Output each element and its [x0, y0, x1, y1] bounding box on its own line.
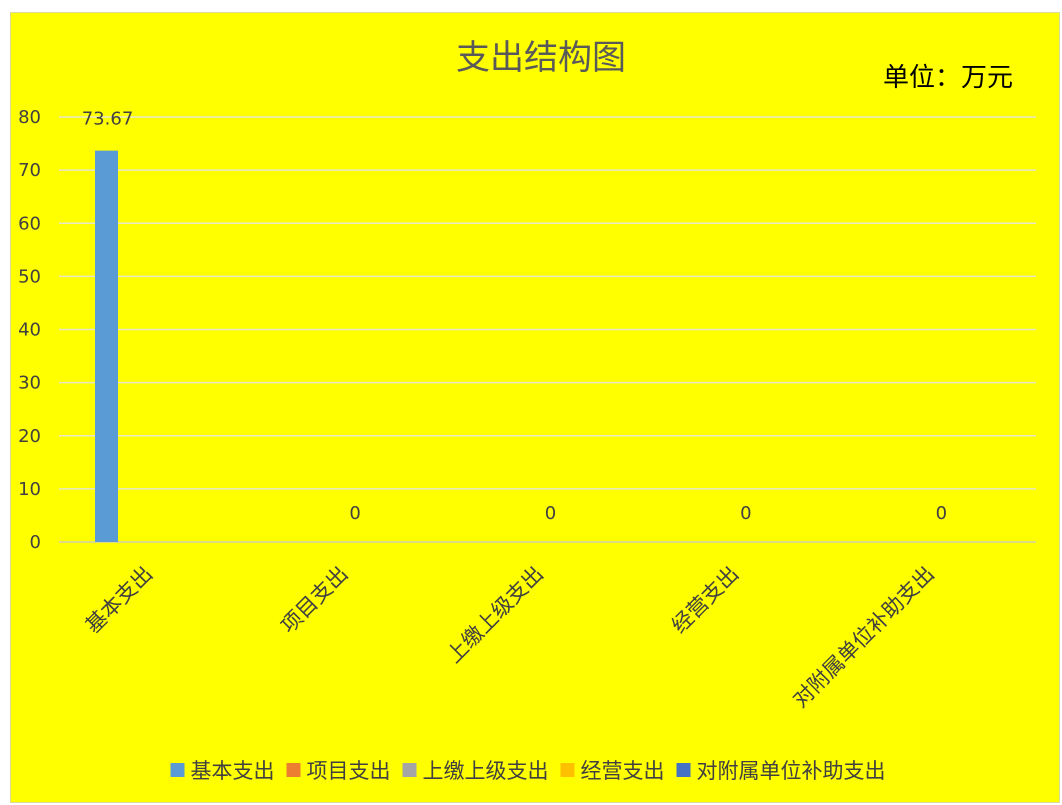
y-tick-label: 80 — [18, 107, 41, 128]
bar — [95, 150, 118, 543]
x-category-label: 对附属单位补助支出 — [788, 562, 939, 713]
x-category-label: 基本支出 — [81, 562, 157, 638]
chart-frame: 支出结构图 单位：万元 0 10 20 30 40 50 60 70 80 73.67 0 0 0 0 … — [10, 12, 1060, 803]
legend-swatch — [560, 763, 575, 777]
data-label: 0 — [545, 503, 556, 524]
legend-swatch — [402, 763, 417, 777]
y-tick-label: 10 — [18, 479, 41, 500]
x-category-label: 经营支出 — [667, 562, 743, 638]
legend: 基本支出 项目支出 上缴上级支出 经营支出 对附属单位补助支出 — [170, 759, 886, 783]
y-tick-label: 40 — [18, 320, 41, 341]
bars — [95, 150, 118, 543]
legend-label: 经营支出 — [581, 759, 665, 783]
data-labels: 73.67 0 0 0 0 — [82, 109, 947, 524]
y-tick-label: 30 — [18, 373, 41, 394]
chart-title: 支出结构图 — [456, 38, 626, 78]
unit-note: 单位：万元 — [883, 63, 1013, 93]
legend-label: 对附属单位补助支出 — [697, 759, 886, 783]
data-label: 73.67 — [82, 109, 134, 130]
legend-label: 项目支出 — [307, 759, 391, 783]
y-tick-label: 0 — [30, 532, 41, 553]
y-tick-label: 70 — [18, 160, 41, 181]
data-label: 0 — [936, 503, 947, 524]
y-tick-label: 20 — [18, 426, 41, 447]
legend-swatch — [170, 763, 185, 777]
legend-swatch — [286, 763, 301, 777]
data-label: 0 — [349, 503, 360, 524]
legend-label: 基本支出 — [191, 759, 275, 783]
legend-swatch — [676, 763, 691, 777]
gridlines — [59, 116, 1036, 543]
data-label: 0 — [740, 503, 751, 524]
y-tick-label: 60 — [18, 213, 41, 234]
x-axis-categories: 基本支出 项目支出 上缴上级支出 经营支出 对附属单位补助支出 — [81, 562, 939, 713]
y-axis-ticks: 0 10 20 30 40 50 60 70 80 — [18, 107, 41, 553]
legend-label: 上缴上级支出 — [423, 759, 549, 783]
x-category-label: 上缴上级支出 — [442, 562, 548, 668]
x-category-label: 项目支出 — [276, 562, 352, 638]
y-tick-label: 50 — [18, 266, 41, 287]
